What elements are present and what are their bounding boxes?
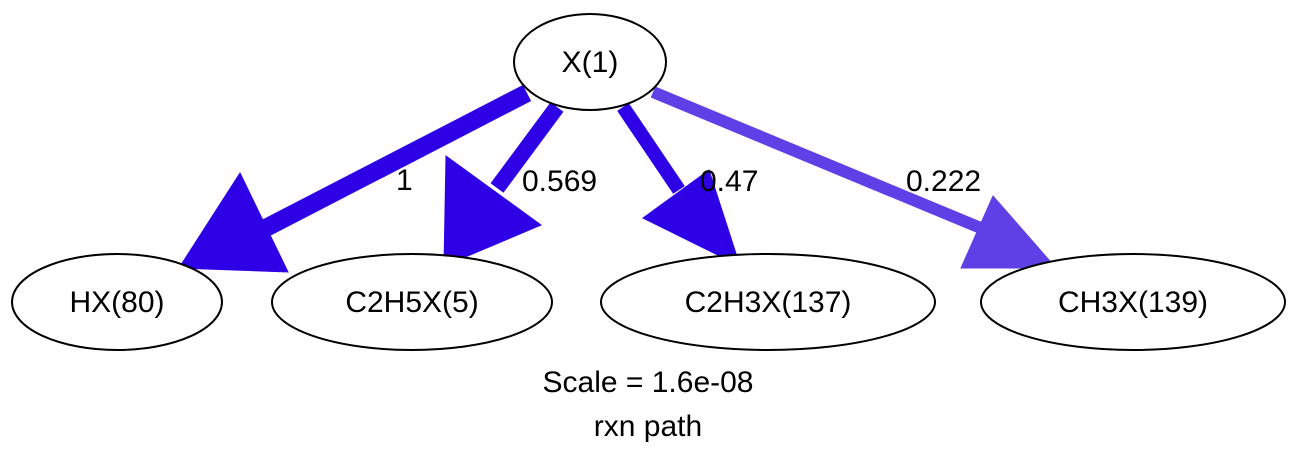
edge-x-to-c2h3x-shaft: [617, 103, 685, 194]
edge-x-to-c2h3x-arrowhead: [642, 169, 741, 267]
edge-x-to-ch3x: 0.222: [650, 86, 1058, 269]
edge-x-to-hx-shaft: [253, 85, 532, 240]
node-c2h5x-shape: [271, 253, 553, 351]
edge-x-to-ch3x-shaft: [650, 86, 1003, 242]
node-c2h3x-shape: [600, 253, 936, 351]
scale-label: Scale = 1.6e-08: [543, 366, 754, 399]
edge-x-to-hx-arrowhead: [178, 171, 289, 273]
node-c2h5x[interactable]: C2H5X(5): [271, 253, 553, 351]
node-x-label: X(1): [562, 46, 619, 79]
node-hx[interactable]: HX(80): [11, 253, 223, 351]
edges: 1 0.569 0.47 0.222: [178, 85, 1058, 273]
node-x-shape: [513, 13, 667, 111]
node-hx-label: HX(80): [69, 286, 164, 319]
graph-title: rxn path: [594, 410, 702, 443]
edge-x-to-c2h5x-arrowhead: [443, 155, 543, 267]
nodes: X(1) HX(80) C2H5X(5) C2H3X(137) CH3X(139…: [11, 13, 1286, 351]
edge-x-to-c2h5x-label: 0.569: [522, 165, 597, 198]
node-c2h5x-label: C2H5X(5): [345, 286, 478, 319]
node-ch3x-label: CH3X(139): [1058, 286, 1208, 319]
edge-x-to-hx-label: 1: [396, 164, 413, 197]
edge-x-to-ch3x-arrowhead: [960, 195, 1058, 269]
node-c2h3x-label: C2H3X(137): [685, 286, 852, 319]
edge-x-to-c2h5x: 0.569: [443, 102, 597, 267]
edge-x-to-c2h5x-shaft: [490, 102, 564, 193]
edge-x-to-c2h3x-label: 0.47: [700, 165, 758, 198]
caption: Scale = 1.6e-08 rxn path: [543, 366, 754, 443]
edge-x-to-c2h3x: 0.47: [617, 103, 758, 267]
edge-x-to-ch3x-label: 0.222: [906, 165, 981, 198]
node-ch3x[interactable]: CH3X(139): [980, 253, 1286, 351]
node-c2h3x[interactable]: C2H3X(137): [600, 253, 936, 351]
node-ch3x-shape: [980, 253, 1286, 351]
node-x[interactable]: X(1): [513, 13, 667, 111]
edge-x-to-hx: 1: [178, 85, 532, 273]
node-hx-shape: [11, 253, 223, 351]
